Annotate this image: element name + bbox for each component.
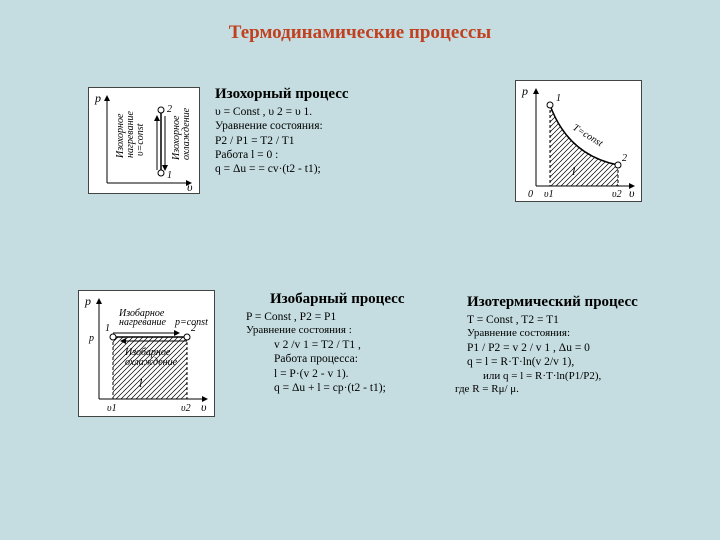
isothermal-line: T = Const , T2 = T1 <box>455 313 638 327</box>
isochoric-line: q = Δu = = cv·(t2 - t1); <box>215 162 349 176</box>
isobaric-line: Работа процесса: <box>246 352 404 366</box>
isobaric-section: Изобарный процесс P = Const , P2 = P1 Ур… <box>246 290 404 395</box>
isobaric-line: Уравнение состояния : <box>246 324 404 338</box>
svg-text:охлаждение: охлаждение <box>181 107 192 160</box>
isochoric-line: P2 / P1 = T2 / T1 <box>215 134 349 148</box>
isothermal-section: Изотермический процесс T = Const , T2 = … <box>455 293 638 397</box>
slide: Термодинамические процессы p υ 2 1 Изохо… <box>0 0 720 540</box>
svg-text:1: 1 <box>556 93 561 104</box>
svg-text:p: p <box>521 84 528 98</box>
svg-text:1: 1 <box>167 170 172 181</box>
isochoric-line: Уравнение состояния: <box>215 119 349 133</box>
svg-text:охлаждение: охлаждение <box>125 357 178 368</box>
isobaric-heading: Изобарный процесс <box>246 290 404 309</box>
isothermal-line: Уравнение состояния: <box>455 327 638 341</box>
svg-text:2: 2 <box>167 104 172 115</box>
svg-text:нагревание: нагревание <box>119 317 167 328</box>
svg-text:p: p <box>88 333 94 344</box>
isochoric-section: Изохорный процесс υ = Const , υ 2 = υ 1.… <box>215 85 349 177</box>
svg-text:υ: υ <box>187 180 193 193</box>
isothermal-heading: Изотермический процесс <box>455 293 638 312</box>
isochoric-line: Работа l = 0 : <box>215 148 349 162</box>
isobaric-line: q = Δu + l = cp·(t2 - t1); <box>246 381 404 395</box>
isothermal-line: q = l = R·T·ln(v 2/v 1), <box>455 355 638 369</box>
svg-text:υ=const: υ=const <box>135 123 146 156</box>
isochoric-line: υ = Const , υ 2 = υ 1. <box>215 105 349 119</box>
svg-text:0: 0 <box>528 189 533 200</box>
svg-text:2: 2 <box>622 153 627 164</box>
svg-text:1: 1 <box>105 323 110 334</box>
isothermal-line: P1 / P2 = v 2 / v 1 , Δu = 0 <box>455 341 638 355</box>
isobaric-line: v 2 /v 1 = T2 / T1 , <box>246 338 404 352</box>
isobaric-diagram: p υ 1 2 Изобарное нагревание p=const Изо… <box>78 290 215 417</box>
svg-text:υ1: υ1 <box>107 403 117 414</box>
svg-text:υ2: υ2 <box>612 189 622 200</box>
page-title: Термодинамические процессы <box>0 22 720 44</box>
isothermal-line: или q = l = R·T·ln(P1/P2), <box>455 370 638 384</box>
isotherm-diagram: p υ 0 1 2 T=const l υ1 υ2 <box>515 80 642 202</box>
svg-text:υ2: υ2 <box>181 403 191 414</box>
isobaric-line: l = P·(v 2 - v 1). <box>246 367 404 381</box>
svg-text:υ: υ <box>201 400 207 414</box>
isobaric-line: P = Const , P2 = P1 <box>246 310 404 324</box>
svg-text:p=const: p=const <box>174 317 208 328</box>
svg-text:p: p <box>84 294 91 308</box>
svg-text:υ: υ <box>629 186 635 200</box>
svg-text:p: p <box>94 91 101 105</box>
svg-text:υ1: υ1 <box>544 189 554 200</box>
isochoric-diagram: p υ 2 1 Изохорное нагревание υ=const Изо… <box>88 87 200 194</box>
isothermal-line: где R = Rμ/ μ. <box>455 383 638 397</box>
isochoric-heading: Изохорный процесс <box>215 85 349 104</box>
